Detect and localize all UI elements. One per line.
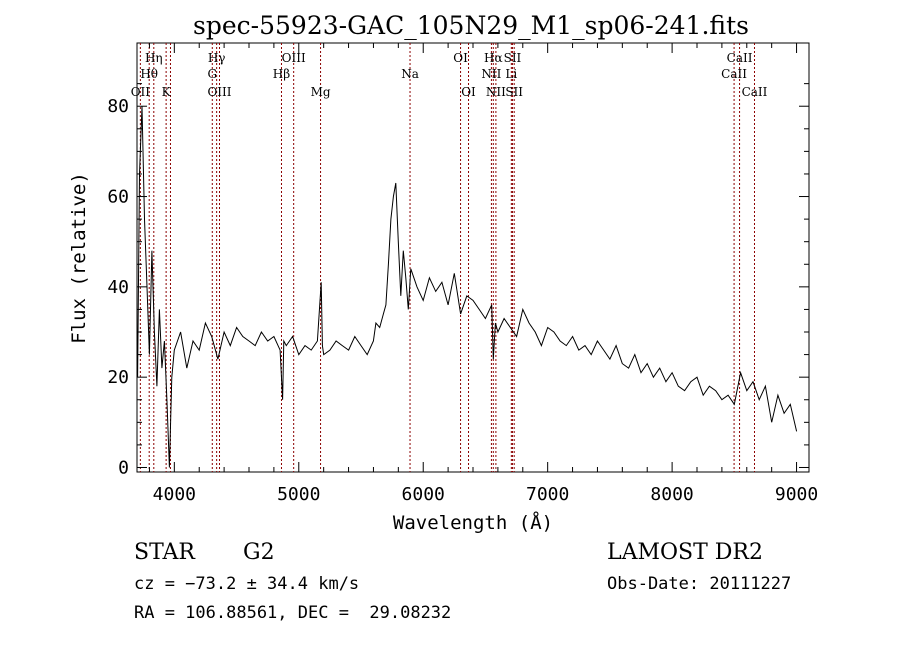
spectral-line-label: K [162, 85, 172, 99]
coordinates: RA = 106.88561, DEC = 29.08232 [134, 603, 451, 623]
chart-title: spec-55923-GAC_105N29_M1_sp06-241.fits [193, 11, 749, 40]
spectral-line-label: Na [401, 67, 419, 81]
spectral-line-label: NII [481, 67, 501, 81]
spectral-line-labels: OIIHθHηKHγGOIIIHβOIIIMgNaOIOIHαNIINIISII… [131, 51, 768, 99]
spectral-line-label: OI [453, 51, 468, 65]
redshift-cz: cz = −73.2 ± 34.4 km/s [134, 574, 359, 594]
spectral-line-label: CaII [727, 51, 753, 65]
y-tick-label: 80 [107, 96, 129, 117]
x-tick-label: 5000 [277, 484, 320, 505]
x-tick-label: 9000 [775, 484, 818, 505]
y-tick-label: 20 [107, 367, 129, 388]
spectral-line-label: SII [504, 51, 522, 65]
spectral-line-label: OII [131, 85, 151, 99]
spectral-line-label: Hη [145, 51, 163, 65]
spectral-line-label: Hθ [140, 67, 158, 81]
spectral-line-label: CaII [742, 85, 768, 99]
spectral-line-markers [139, 43, 755, 472]
x-axis-label: Wavelength (Å) [393, 511, 553, 534]
spectral-line-label: Hβ [273, 67, 290, 81]
spectral-line-label: NII [486, 85, 506, 99]
spectral-line-label: Mg [311, 85, 331, 99]
y-tick-label: 0 [118, 457, 129, 478]
y-tick-label: 40 [107, 277, 129, 298]
y-tick-label: 60 [107, 187, 129, 208]
spectral-line-label: Hα [484, 51, 503, 65]
spectral-line-label: CaII [721, 67, 747, 81]
survey-name: LAMOST DR2 [607, 540, 763, 565]
plot-frame [136, 42, 810, 473]
x-tick-label: 7000 [526, 484, 569, 505]
spectral-line-label: G [207, 67, 217, 81]
obs-date: Obs-Date: 20111227 [607, 574, 791, 594]
spectral-line-label: Li [505, 67, 517, 81]
star-subclass: G2 [243, 540, 275, 565]
x-tick-label: 8000 [650, 484, 693, 505]
x-tick-label: 6000 [402, 484, 445, 505]
spectral-line-label: OI [461, 85, 476, 99]
spectral-line-label: SII [505, 85, 523, 99]
spectral-line-label: OIII [282, 51, 306, 65]
x-axis-ticks: 4000 5000 6000 7000 8000 9000 [148, 43, 818, 505]
spectrum-line [137, 106, 798, 468]
y-axis-ticks: 0 20 40 60 80 [107, 83, 809, 478]
spectral-line-label: OIII [207, 85, 231, 99]
x-tick-label: 4000 [153, 484, 196, 505]
spectral-line-label: Hγ [208, 51, 226, 65]
star-class: STAR [134, 540, 196, 565]
y-axis-label: Flux (relative) [68, 172, 90, 344]
